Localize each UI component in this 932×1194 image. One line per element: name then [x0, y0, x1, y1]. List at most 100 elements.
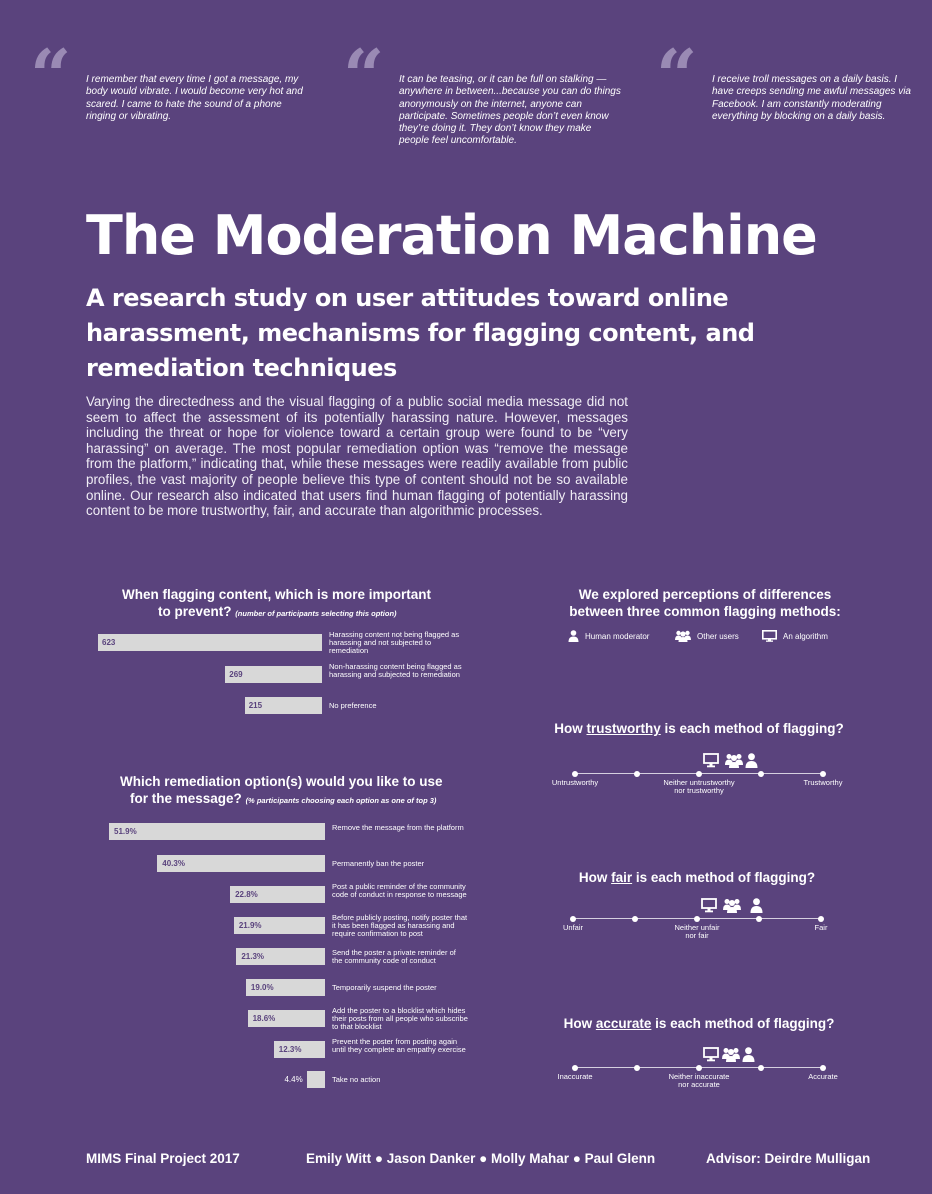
monitor-icon-svg	[701, 898, 718, 913]
chart2-bar-label: Add the poster to a blocklist which hide…	[332, 1005, 468, 1031]
scale-label-left: Unfair	[562, 923, 583, 932]
scale-label-left: Inaccurate	[557, 1072, 593, 1081]
monitor-icon-svg	[703, 1047, 720, 1062]
chart1-title-line1: When flagging content, which is more imp…	[122, 587, 432, 602]
scale-tick-dot	[572, 1064, 578, 1071]
legend-users: Other users	[675, 630, 739, 642]
scale-title-post: is each method of flagging?	[651, 1016, 835, 1031]
chart2-bar-value: 4.4%	[284, 1075, 303, 1084]
group-icon-svg	[722, 899, 741, 913]
chart2-bar	[236, 948, 325, 965]
scale-label-middle: Neither unfair nor fair	[642, 924, 752, 940]
legend-human: Human moderator	[568, 630, 649, 642]
legend-human-label: Human moderator	[585, 631, 650, 641]
scale-title-pre: How	[563, 1016, 596, 1031]
group-icon	[722, 898, 741, 913]
chart1-bar-value: 215	[248, 701, 263, 710]
footer-authors: Emily Witt ● Jason Danker ● Molly Mahar …	[306, 1151, 656, 1166]
chart2-bar-value: 21.3%	[241, 952, 265, 961]
scale-label-middle-line2: nor fair	[685, 931, 709, 940]
chart2-bar	[245, 979, 325, 996]
chart1-title: When flagging content, which is more imp…	[122, 586, 452, 622]
monitor-icon	[703, 1047, 720, 1062]
scale-title-post: is each method of flagging?	[632, 870, 816, 885]
scale-label-middle-line1: Neither untrustworthy	[663, 778, 735, 787]
scale-tick-dot	[696, 1064, 702, 1071]
monitor-icon-svg	[703, 753, 720, 768]
chart2-bar-label: Remove the message from the platform	[332, 822, 464, 832]
methods-title-line1: We explored perceptions of differences	[578, 587, 832, 602]
chart1-title-line2: to prevent?	[158, 604, 232, 619]
scale-tick-dot	[758, 1064, 764, 1071]
chart2-bar-label: Before publicly posting, notify poster t…	[332, 912, 468, 938]
chart2-bar-value: 19.0%	[250, 983, 274, 992]
quote-text: I remember that every time I got a messa…	[86, 74, 303, 122]
chart1-bar-label: No preference	[329, 700, 377, 710]
scale-tick-dot	[634, 770, 640, 777]
chart2-bar	[306, 1071, 325, 1088]
quote-mark-icon: “	[343, 33, 385, 118]
chart2-bar-label: Send the poster a private reminder of th…	[332, 947, 456, 965]
monitor-icon	[703, 753, 720, 768]
chart2-bar-value: 18.6%	[252, 1014, 276, 1023]
page-title: The Moderation Machine	[86, 204, 818, 267]
footer-advisor: Advisor: Deirdre Mulligan	[706, 1151, 871, 1166]
legend-users-label: Other users	[697, 631, 739, 641]
chart2-bar-label: Temporarily suspend the poster	[332, 982, 437, 992]
group-icon-svg	[722, 1048, 741, 1062]
methods-title: We explored perceptions of differences b…	[560, 586, 850, 620]
scale-title-post: is each method of flagging?	[660, 721, 844, 736]
chart2-bar-label: Post a public reminder of the community …	[332, 881, 467, 899]
chart2-bar	[157, 855, 325, 872]
chart2-bar	[109, 823, 325, 840]
chart2-bar-value: 22.8%	[235, 890, 258, 899]
scale-tick-dot	[694, 915, 700, 922]
scale-title-keyword: accurate	[595, 1016, 652, 1031]
chart1-bar-label: Non-harassing content being flagged as h…	[329, 661, 462, 679]
chart1-note: (number of participants selecting this o…	[235, 609, 397, 618]
quote-text: I receive troll messages on a daily basi…	[712, 74, 911, 122]
scale-label-left: Untrustworthy	[551, 778, 599, 787]
scale-title: How fair is each method of flagging?	[517, 870, 877, 885]
monitor-icon	[762, 630, 777, 642]
methods-title-line2: between three common flagging methods:	[569, 604, 841, 619]
scale-tick-dot	[756, 915, 762, 922]
person-icon	[568, 630, 579, 642]
person-icon	[745, 753, 758, 768]
group-icon	[675, 630, 691, 642]
chart2-bar	[247, 1010, 325, 1027]
scale-label-middle: Neither untrustworthy nor trustworthy	[644, 779, 754, 795]
quote-text: It can be teasing, or it can be full on …	[399, 74, 621, 147]
chart1-bar-label: Harassing content not being flagged as h…	[329, 629, 460, 655]
scale-label-right: Trustworthy	[803, 778, 843, 787]
group-icon	[724, 753, 743, 768]
scale-tick-dot	[632, 915, 638, 922]
intro-paragraph: Varying the directedness and the visual …	[86, 394, 628, 519]
monitor-icon	[701, 898, 718, 913]
legend-algorithm: An algorithm	[762, 630, 828, 642]
person-icon-svg	[750, 898, 763, 913]
person-icon-svg	[745, 753, 758, 768]
chart1-bar-value: 269	[229, 670, 243, 679]
chart2-bar-label: Take no action	[332, 1074, 381, 1084]
page-subtitle: A research study on user attitudes towar…	[86, 284, 755, 382]
person-icon	[750, 898, 763, 913]
scale-title: How trustworthy is each method of flaggi…	[519, 721, 879, 736]
scale-label-right: Fair	[814, 923, 828, 932]
scale-title-pre: How	[578, 870, 612, 885]
chart1-bar	[98, 634, 322, 651]
group-icon	[722, 1047, 741, 1062]
chart2-bar-label: Prevent the poster from posting again un…	[332, 1036, 466, 1054]
scale-tick-dot	[634, 1064, 640, 1071]
scale-tick-dot	[758, 770, 764, 777]
scale-tick-dot	[820, 1064, 826, 1071]
scale-title: How accurate is each method of flagging?	[519, 1016, 879, 1031]
scale-label-middle-line1: Neither inaccurate	[668, 1072, 730, 1081]
legend-algorithm-label: An algorithm	[783, 631, 828, 641]
chart1-bar	[244, 697, 322, 714]
person-icon-svg	[742, 1047, 755, 1062]
scale-tick-dot	[696, 770, 702, 777]
chart2-bar	[233, 917, 325, 934]
chart2-note: (% participants choosing each option as …	[245, 796, 437, 805]
person-icon	[742, 1047, 755, 1062]
